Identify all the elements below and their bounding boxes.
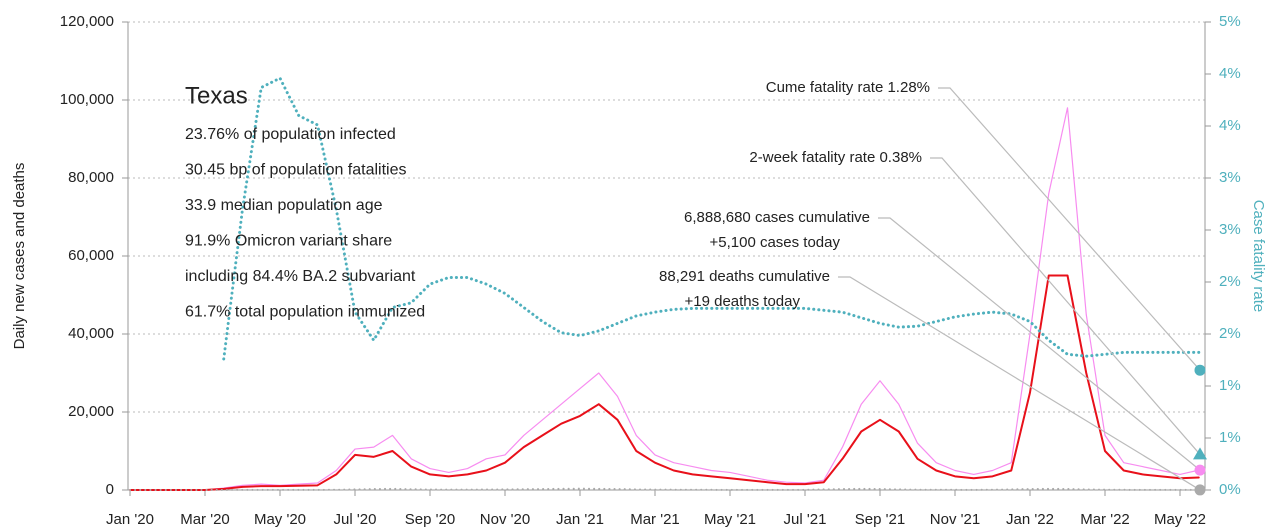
info-line: including 84.4% BA.2 subvariant <box>185 268 416 285</box>
y-tick-label: 120,000 <box>60 13 114 30</box>
y2-tick-label: 2% <box>1219 325 1241 342</box>
info-line: 33.9 median population age <box>185 197 383 214</box>
x-tick-label: May '22 <box>1154 511 1206 528</box>
callout-text: 88,291 deaths cumulative <box>659 268 830 285</box>
y2-axis-label: Case fatality rate <box>1250 200 1267 313</box>
end-marker <box>1194 364 1206 376</box>
y2-tick-label: 1% <box>1219 429 1241 446</box>
y-tick-label: 100,000 <box>60 91 114 108</box>
info-line: 30.45 bp of population fatalities <box>185 162 407 179</box>
y2-tick-label: 5% <box>1219 13 1241 30</box>
y2-tick-label: 4% <box>1219 65 1241 82</box>
y2-tick-label: 3% <box>1219 221 1241 238</box>
y-tick-label: 40,000 <box>68 325 114 342</box>
x-tick-label: Jan '21 <box>556 511 604 528</box>
callout-line <box>938 87 1201 371</box>
x-tick-label: Jan '20 <box>106 511 154 528</box>
end-marker <box>1194 464 1206 476</box>
info-title: Texas <box>185 82 248 109</box>
x-tick-label: Jul '20 <box>334 511 377 528</box>
callout-line <box>838 276 1201 491</box>
y2-tick-label: 3% <box>1219 169 1241 186</box>
end-marker <box>1194 484 1206 496</box>
end-marker <box>1193 447 1207 460</box>
callout-text: +5,100 cases today <box>709 234 840 251</box>
callout-line <box>878 217 1201 471</box>
x-tick-label: Jan '22 <box>1006 511 1054 528</box>
y2-tick-label: 0% <box>1219 481 1241 498</box>
y-tick-label: 20,000 <box>68 403 114 420</box>
y-axis-label: Daily new cases and deaths <box>11 163 28 350</box>
series-line <box>129 487 1200 491</box>
x-tick-label: Nov '20 <box>480 511 530 528</box>
callout-line <box>930 157 1201 455</box>
callout-text: +19 deaths today <box>684 293 800 310</box>
x-tick-label: Nov '21 <box>930 511 980 528</box>
series-line <box>222 76 1201 361</box>
y2-tick-label: 4% <box>1219 117 1241 134</box>
info-line: 91.9% Omicron variant share <box>185 233 392 250</box>
callout-text: 2-week fatality rate 0.38% <box>749 149 922 166</box>
x-tick-label: Sep '21 <box>855 511 905 528</box>
callout-text: 6,888,680 cases cumulative <box>684 209 870 226</box>
callout-text: Cume fatality rate 1.28% <box>766 79 930 96</box>
x-tick-label: Mar '21 <box>630 511 680 528</box>
series-line <box>129 107 1200 491</box>
info-line: 23.76% of population infected <box>185 126 396 143</box>
y-tick-label: 80,000 <box>68 169 114 186</box>
x-tick-label: Jul '21 <box>784 511 827 528</box>
x-tick-label: Mar '22 <box>1080 511 1130 528</box>
x-tick-label: Sep '20 <box>405 511 455 528</box>
y-tick-label: 60,000 <box>68 247 114 264</box>
y2-tick-label: 1% <box>1219 377 1241 394</box>
x-tick-label: May '21 <box>704 511 756 528</box>
series-line <box>129 274 1200 491</box>
info-line: 61.7% total population immunized <box>185 304 425 321</box>
y-tick-label: 0 <box>106 481 114 498</box>
x-tick-label: Mar '20 <box>180 511 230 528</box>
y2-tick-label: 2% <box>1219 273 1241 290</box>
x-tick-label: May '20 <box>254 511 306 528</box>
